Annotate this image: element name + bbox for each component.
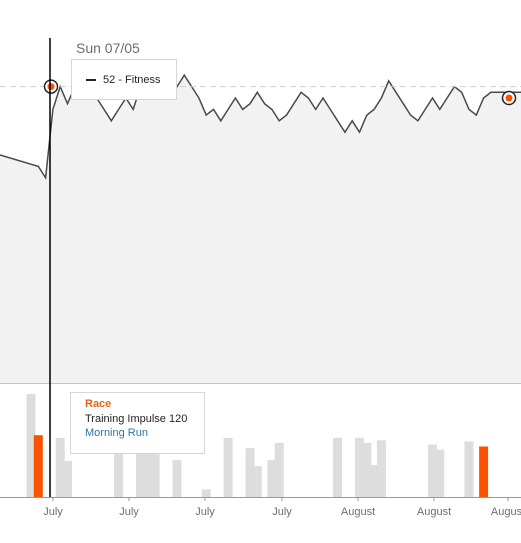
training-impulse-bar[interactable] [136, 442, 145, 497]
training-impulse-bar[interactable] [376, 440, 386, 498]
training-impulse-bar[interactable] [26, 394, 36, 497]
activity-link[interactable]: Morning Run [85, 427, 148, 439]
activity-type-label: Race [85, 398, 112, 410]
training-impulse-bar[interactable] [55, 437, 65, 497]
training-impulse-bar[interactable] [172, 459, 182, 497]
fitness-line-swatch-icon [86, 78, 96, 81]
x-axis-tick-label: August [417, 506, 451, 518]
x-axis-tick-label: July [43, 506, 63, 518]
x-axis-tick-label: August [341, 506, 375, 518]
training-impulse-bar[interactable] [479, 446, 489, 498]
panel-divider [0, 383, 521, 384]
training-impulse-bar[interactable] [274, 442, 284, 497]
training-impulse-value: 120 [168, 412, 188, 425]
training-impulse-bar[interactable] [114, 448, 124, 497]
training-impulse-bar[interactable] [143, 437, 153, 497]
training-impulse-label: Training Impulse [85, 412, 166, 425]
fitness-value: 52 [103, 73, 116, 86]
training-impulse-bar[interactable] [435, 449, 445, 497]
training-impulse-bar[interactable] [63, 460, 72, 497]
training-impulse-bar[interactable] [428, 444, 437, 498]
x-axis-tick-label: July [272, 506, 292, 518]
training-impulse-row: Training Impulse 120 [85, 412, 204, 427]
hover-date-label: Sun 07/05 [76, 40, 140, 56]
fitness-line [0, 67, 521, 181]
x-axis-tick-label: July [195, 506, 215, 518]
x-axis-tick-label: July [119, 506, 139, 518]
training-impulse-bar[interactable] [33, 435, 43, 497]
training-impulse-bar[interactable] [252, 466, 262, 497]
fitness-marker-dot [505, 94, 513, 102]
fitness-tooltip: 52 - Fitness [71, 59, 177, 100]
fitness-label: - Fitness [118, 73, 161, 86]
x-axis-line [0, 497, 521, 498]
training-impulse-bar[interactable] [362, 442, 372, 497]
fitness-area [0, 69, 521, 383]
training-impulse-bar[interactable] [245, 448, 255, 497]
training-impulse-bar[interactable] [369, 465, 379, 497]
x-axis-tick-label: August [491, 506, 521, 518]
training-impulse-tooltip: Race Training Impulse 120 Morning Run [70, 392, 205, 454]
training-impulse-bar[interactable] [464, 441, 474, 497]
training-impulse-bar[interactable] [267, 459, 277, 497]
training-impulse-bar[interactable] [201, 489, 211, 497]
training-impulse-bar[interactable] [223, 437, 233, 497]
fitness-marker-dot [47, 83, 55, 91]
training-impulse-bar[interactable] [333, 437, 343, 497]
training-impulse-bar[interactable] [150, 442, 160, 497]
training-impulse-bar[interactable] [355, 437, 364, 497]
